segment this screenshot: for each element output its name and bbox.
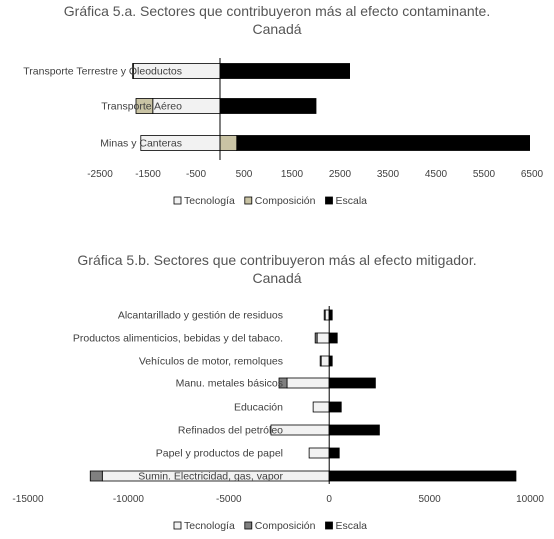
category-label: Manu. metales básicos [176,378,283,390]
chart-a: Gráfica 5.a. Sectores que contribuyeron … [23,3,543,207]
chart-a-bars [132,58,530,160]
category-label: Papel y productos de papel [156,448,283,460]
category-label: Minas y Canteras [100,138,182,150]
chart-b-x-ticks: -15000 -10000 -5000 0 5000 10000 [12,494,544,505]
bar-composición-2 [319,355,322,367]
legend-swatch-composición [244,521,253,530]
chart-a-legend: Tecnología Composición Escala [173,195,368,207]
x-tick-label: 2500 [329,169,352,180]
category-label: Alcantarillado y gestión de residuos [118,310,283,322]
chart-a-category-labels: Transporte Terrestre y Oleoductos Transpo… [23,66,182,150]
category-label: Transporte Aéreo [101,101,182,113]
x-tick-label: 1500 [281,169,304,180]
bar-composición-2 [219,135,238,151]
x-tick-label: -5000 [216,494,242,505]
bar-escala-4 [328,401,342,413]
x-tick-label: -15000 [12,494,44,505]
category-label: Sumin. Electricidad, gas, vapor [138,471,283,483]
x-tick-label: -10000 [113,494,145,505]
bar-tecnología-4 [312,401,330,413]
legend-label: Escala [336,520,368,532]
bar-escala-3 [328,377,376,389]
chart-b-title: Gráfica 5.b. Sectores que contribuyeron … [77,252,476,268]
category-label: Refinados del petróleo [178,425,283,437]
x-tick-label: 5000 [418,494,441,505]
x-tick-label: -2500 [87,169,113,180]
bar-escala-5 [328,424,380,436]
chart-a-x-ticks: -2500 -1500 -500 500 1500 2500 3500 4500 5500 650… [87,169,543,180]
legend-label: Composición [255,195,316,207]
legend-label: Tecnología [184,520,235,532]
legend-label: Escala [336,195,368,207]
bar-tecnología-2 [320,355,330,367]
chart-b-category-labels: Alcantarillado y gestión de residuos Prod… [73,310,284,483]
bar-escala-7 [328,470,517,482]
category-label: Vehículos de motor, remolques [139,356,283,368]
bar-escala-0 [219,63,351,79]
x-tick-label: 10000 [516,494,544,505]
x-tick-label: 0 [326,494,332,505]
bar-tecnología-3 [286,377,330,389]
legend-swatch-escala [325,521,333,530]
legend-swatch-tecnología [173,196,182,205]
bar-composición-0 [132,63,134,79]
bar-composición-0 [323,309,326,321]
bar-escala-6 [328,447,340,459]
x-tick-label: 4500 [425,169,448,180]
x-tick-label: -1500 [135,169,161,180]
x-tick-label: -500 [186,169,206,180]
legend-label: Composición [255,520,316,532]
x-tick-label: 500 [236,169,253,180]
category-label: Transporte Terrestre y Oleoductos [23,66,182,78]
bar-tecnología-0 [324,309,330,321]
bar-composición-1 [135,98,154,114]
bar-composición-1 [314,332,318,344]
x-tick-label: 5500 [473,169,496,180]
x-tick-label: 6500 [521,169,544,180]
legend-swatch-composición [244,196,253,205]
category-label: Educación [234,402,283,414]
bar-escala-1 [219,98,317,114]
chart-a-title: Gráfica 5.a. Sectores que contribuyeron … [64,3,490,19]
x-tick-label: 3500 [377,169,400,180]
bar-escala-2 [236,135,530,151]
bar-tecnología-1 [316,332,330,344]
legend-label: Tecnología [184,195,235,207]
legend-swatch-escala [325,196,333,205]
chart-b-bars [89,306,517,484]
chart-b-legend: Tecnología Composición Escala [173,520,368,532]
bar-composición-3 [278,377,288,389]
chart-a-subtitle: Canadá [252,21,301,37]
category-label: Productos alimenticios, bebidas y del ta… [73,333,283,345]
bar-composición-7 [89,470,103,482]
bar-escala-1 [328,332,338,344]
bar-tecnología-6 [308,447,330,459]
legend-swatch-tecnología [173,521,182,530]
chart-b-subtitle: Canadá [252,270,301,286]
chart-b: Gráfica 5.b. Sectores que contribuyeron … [12,252,544,532]
